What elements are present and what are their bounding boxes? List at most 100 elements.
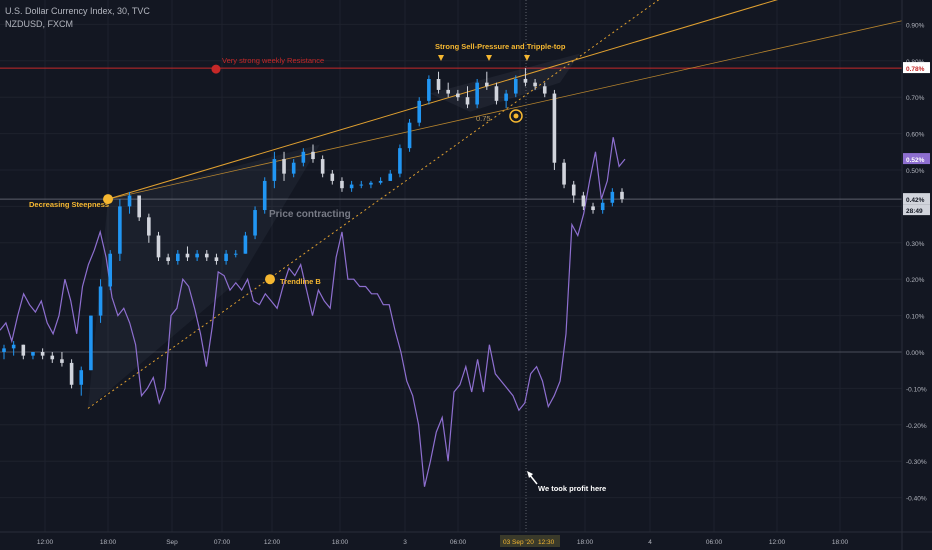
profit-arrow-head bbox=[527, 471, 533, 478]
time-axis-tick: 06:00 bbox=[450, 539, 467, 546]
candle-body bbox=[127, 195, 132, 207]
time-axis-tick: 3 bbox=[403, 539, 407, 546]
price-axis-tick: 0.50% bbox=[906, 168, 925, 175]
candle-body bbox=[147, 217, 151, 236]
price-axis-tick: -0.20% bbox=[906, 423, 927, 430]
candle-body bbox=[69, 362, 74, 385]
time-axis-tick: 18:00 bbox=[100, 539, 117, 546]
contracting-label: Price contracting bbox=[269, 209, 351, 220]
candle-body bbox=[2, 348, 6, 352]
crosshair-time-badge-bg bbox=[500, 535, 560, 547]
upper-trendline bbox=[107, 0, 778, 200]
time-axis-tick: Sep bbox=[166, 539, 178, 546]
candle-body bbox=[571, 184, 576, 196]
time-axis-tick: 18:00 bbox=[332, 539, 349, 546]
candle-body bbox=[504, 93, 508, 101]
money-bag-center bbox=[513, 113, 519, 119]
price-axis-tick: 0.60% bbox=[906, 132, 925, 139]
price-axis-tick: -0.40% bbox=[906, 496, 927, 503]
crosshair-time-label: 12:30 bbox=[538, 539, 555, 546]
decreasing-marker bbox=[103, 194, 113, 205]
candle-body bbox=[427, 79, 431, 101]
candle-body bbox=[398, 148, 402, 174]
candle-body bbox=[108, 253, 113, 287]
candle-body bbox=[378, 180, 383, 183]
candle-body bbox=[533, 82, 537, 87]
trendline-b-label: Trendline B bbox=[280, 277, 321, 286]
candle-body bbox=[610, 191, 615, 203]
price-axis-tick: 0.90% bbox=[906, 22, 925, 29]
candle-body bbox=[552, 93, 557, 163]
time-axis-tick: 18:00 bbox=[832, 539, 849, 546]
candle-body bbox=[485, 82, 489, 87]
resistance-marker bbox=[211, 64, 221, 74]
countdown-badge: 28:49 bbox=[906, 208, 923, 215]
candle-body bbox=[79, 370, 84, 385]
decreasing-label: Decreasing Steepness bbox=[29, 200, 109, 209]
candle-body bbox=[417, 100, 422, 123]
time-axis-tick: 4 bbox=[648, 539, 652, 546]
candle-body bbox=[137, 195, 141, 218]
top-arrow-marker bbox=[524, 55, 530, 61]
legend-symbol-overlay: NZDUSD, FXCM bbox=[5, 19, 73, 29]
candle-body bbox=[11, 344, 16, 349]
time-axis-tick: 12:00 bbox=[264, 539, 281, 546]
time-axis-tick: 12:00 bbox=[37, 539, 54, 546]
top-label: Strong Sell-Pressure and Tripple-top bbox=[435, 42, 566, 51]
candle-body bbox=[243, 235, 248, 254]
overlay-price-badge: 0.52% bbox=[906, 157, 925, 164]
contracting-zone bbox=[88, 144, 320, 409]
inner-trendline bbox=[107, 20, 903, 200]
candle-body bbox=[224, 253, 228, 261]
time-axis-tick: 18:00 bbox=[577, 539, 594, 546]
candle-body bbox=[465, 97, 470, 105]
candle-body bbox=[50, 355, 55, 360]
candle-body bbox=[204, 253, 209, 258]
candle-body bbox=[446, 89, 450, 94]
price-axis-tick: -0.30% bbox=[906, 459, 927, 466]
candle-body bbox=[214, 257, 219, 261]
overlay-series-line bbox=[0, 137, 626, 487]
top-arrow-marker bbox=[486, 55, 492, 61]
resistance-badge: 0.78% bbox=[906, 66, 925, 73]
price-axis-background bbox=[902, 0, 932, 550]
price-axis-tick: 0.00% bbox=[906, 350, 925, 357]
candle-body bbox=[581, 195, 586, 207]
resistance-label: Very strong weekly Resistance bbox=[222, 56, 324, 65]
candle-body bbox=[320, 159, 325, 174]
price-axis-tick: 0.70% bbox=[906, 95, 925, 102]
price-axis-tick: -0.10% bbox=[906, 386, 927, 393]
candle-body bbox=[311, 151, 315, 160]
countdown-badge-bg bbox=[903, 204, 930, 216]
candle-body bbox=[388, 173, 393, 181]
price-axis-tick: 0.30% bbox=[906, 241, 925, 248]
candle-body bbox=[301, 151, 306, 163]
candle-body bbox=[282, 159, 286, 174]
candle-body bbox=[475, 82, 479, 105]
candle-body bbox=[40, 352, 45, 356]
candle-body bbox=[253, 210, 257, 236]
candle-body bbox=[89, 315, 93, 371]
candle-body bbox=[349, 184, 354, 189]
price-axis-tick: 0.20% bbox=[906, 277, 925, 284]
candle-body bbox=[359, 184, 364, 186]
time-axis-tick: 07:00 bbox=[214, 539, 231, 546]
candle-body bbox=[262, 180, 267, 211]
candle-body bbox=[542, 86, 547, 94]
trendline-b-marker bbox=[265, 274, 275, 285]
candle-body bbox=[620, 191, 624, 200]
candle-body bbox=[272, 159, 277, 181]
candle-body bbox=[291, 162, 296, 174]
legend-symbol-main: U.S. Dollar Currency Index, 30, TVC bbox=[5, 6, 150, 16]
candle-body bbox=[494, 86, 499, 101]
fib-label: 0.75 bbox=[476, 114, 491, 123]
overlay-price-badge-bg bbox=[903, 153, 930, 165]
candlestick-series bbox=[2, 68, 624, 396]
money-bag-outline bbox=[509, 109, 523, 123]
candle-body bbox=[233, 253, 238, 255]
money-bag-icon bbox=[509, 109, 523, 123]
resistance-badge-bg bbox=[903, 62, 930, 74]
price-axis-tick: 0.10% bbox=[906, 314, 925, 321]
